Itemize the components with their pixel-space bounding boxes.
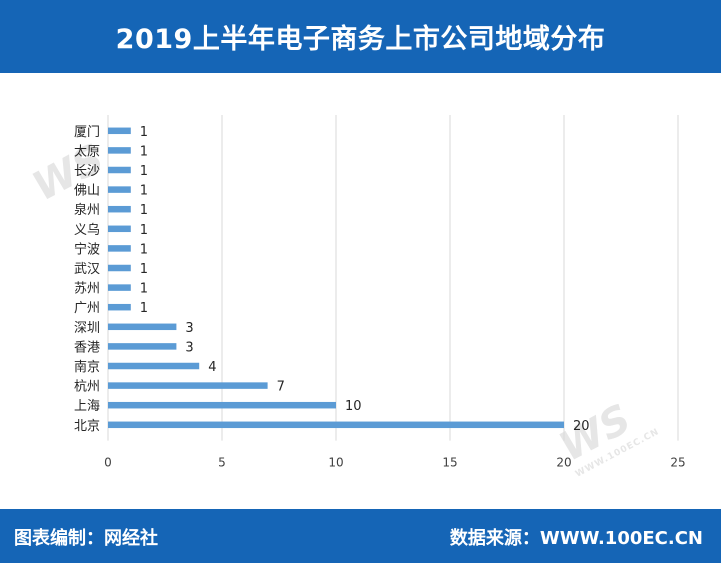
data-label: 1 [140, 282, 148, 297]
chart-title: 2019上半年电子商务上市公司地域分布 [115, 24, 606, 55]
data-label: 1 [140, 262, 148, 277]
data-label: 1 [140, 144, 148, 159]
category-label: 泉州 [74, 202, 100, 218]
category-label: 苏州 [74, 281, 100, 297]
bar [108, 362, 200, 370]
category-label: 香港 [74, 340, 100, 355]
category-label: 厦门 [74, 125, 100, 140]
data-label: 1 [140, 203, 148, 218]
data-label: 10 [345, 399, 362, 414]
bar-chart: 0 5 10 15 20 25 厦门 1 太原 1 长沙 1 佛山 1 泉州 1 义乌 1 宁波 1 武汉 1 苏州 1 广州 1… [74, 115, 686, 470]
category-label: 广州 [74, 301, 100, 316]
x-tick-label: 5 [218, 456, 226, 470]
data-label: 20 [573, 419, 590, 434]
category-label: 长沙 [74, 164, 100, 179]
category-label: 义乌 [74, 222, 100, 238]
x-tick-label: 15 [442, 456, 457, 470]
bar [108, 303, 131, 311]
bar [108, 323, 177, 331]
x-tick-label: 25 [670, 456, 685, 470]
bar [108, 205, 131, 213]
bar [108, 401, 336, 409]
chart-area: 0 5 10 15 20 25 厦门 1 太原 1 长沙 1 佛山 1 泉州 1 义乌 1 宁波 1 武汉 1 苏州 1 广州 1… [0, 73, 721, 509]
category-label: 太原 [74, 144, 100, 159]
bar [108, 186, 131, 193]
bar [108, 147, 131, 154]
bar [108, 382, 268, 389]
bar [108, 127, 131, 135]
data-label: 1 [140, 301, 148, 316]
data-label: 1 [140, 164, 148, 179]
category-label: 南京 [74, 359, 100, 375]
bar [108, 245, 131, 252]
bar [108, 421, 564, 429]
footer-source: 数据来源：WWW.100EC.CN [449, 528, 703, 549]
footer-compiler: 图表编制：网经社 [14, 528, 158, 549]
data-label: 1 [140, 242, 148, 257]
data-label: 1 [140, 223, 148, 238]
bar [108, 264, 131, 272]
bar [108, 225, 131, 233]
category-label: 杭州 [74, 380, 100, 395]
data-label: 1 [140, 184, 148, 199]
bar [108, 284, 131, 291]
bar [108, 166, 131, 174]
data-label: 3 [185, 340, 193, 355]
footer-banner: 图表编制：网经社 数据来源：WWW.100EC.CN [0, 509, 721, 563]
data-label: 3 [185, 321, 193, 336]
data-label: 7 [277, 380, 285, 395]
x-tick-label: 0 [104, 456, 112, 470]
chart-title-banner: 2019上半年电子商务上市公司地域分布 [0, 0, 721, 73]
x-tick-label: 20 [556, 456, 571, 470]
category-label: 深圳 [74, 321, 100, 336]
data-label: 1 [140, 125, 148, 140]
x-tick-label: 10 [328, 456, 343, 470]
category-label: 北京 [74, 419, 100, 434]
data-label: 4 [208, 360, 216, 375]
category-label: 上海 [74, 399, 100, 414]
category-label: 宁波 [74, 241, 100, 257]
category-label: 武汉 [74, 262, 100, 277]
bar [108, 343, 177, 350]
category-label: 佛山 [74, 184, 100, 199]
